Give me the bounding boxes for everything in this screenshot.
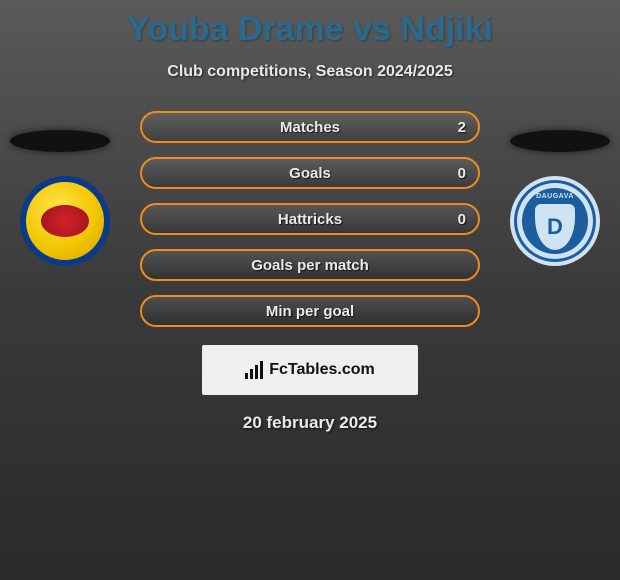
stat-right-value: 0 [458,211,466,228]
club-badge-right-shield: D [535,204,575,250]
date-text: 20 february 2025 [0,413,620,433]
chart-bar [245,373,248,379]
page-title: Youba Drame vs Ndjiki [0,0,620,49]
stats-container: Matches 2 Goals 0 Hattricks 0 Goals per … [140,111,480,327]
stat-label: Min per goal [266,303,354,320]
chart-bar [250,369,253,379]
stat-right-value: 0 [458,165,466,182]
stat-right-value: 2 [458,119,466,136]
club-badge-left-center [41,205,89,237]
player-silhouette-left [10,130,110,152]
brand-text: FcTables.com [269,361,375,379]
stat-label: Goals per match [251,257,369,274]
brand-badge[interactable]: FcTables.com [202,345,418,395]
player-silhouette-right [510,130,610,152]
stat-row-goals: Goals 0 [140,157,480,189]
stat-label: Goals [289,165,331,182]
stat-row-hattricks: Hattricks 0 [140,203,480,235]
stat-label: Matches [280,119,340,136]
stat-row-gpm: Goals per match [140,249,480,281]
club-badge-right-label: DAUGAVA [536,193,574,200]
club-badge-right: DAUGAVA D [510,176,600,266]
stat-row-matches: Matches 2 [140,111,480,143]
subtitle: Club competitions, Season 2024/2025 [0,63,620,81]
chart-bar [255,365,258,379]
stat-row-mpg: Min per goal [140,295,480,327]
chart-icon [245,361,263,379]
chart-bar [260,361,263,379]
stat-label: Hattricks [278,211,342,228]
club-badge-left [20,176,110,266]
